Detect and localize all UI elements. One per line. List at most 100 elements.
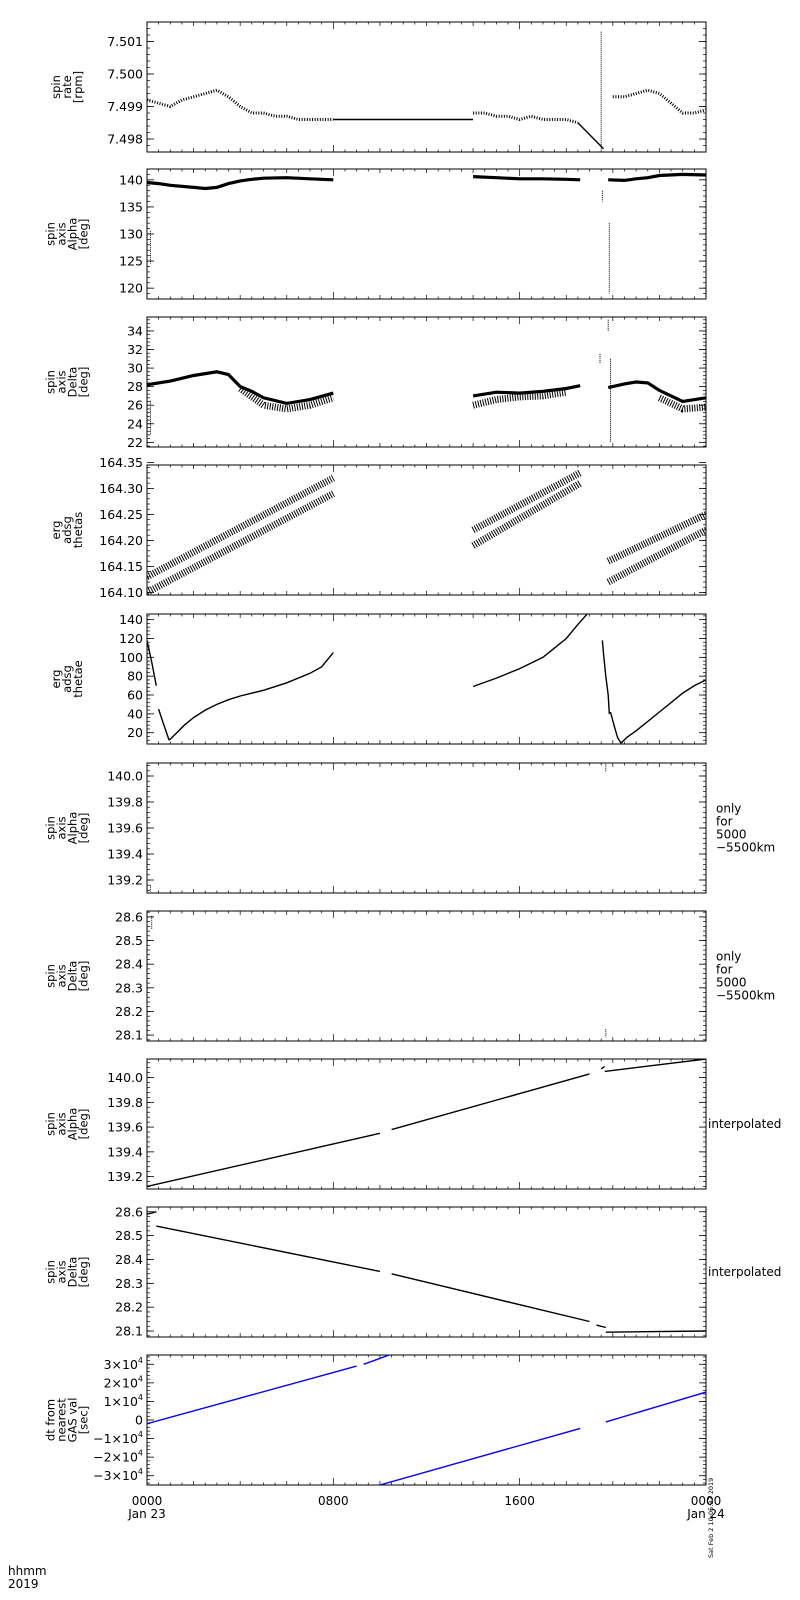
y-axis-label: spin	[49, 75, 63, 99]
y-axis-label: axis	[55, 1260, 69, 1283]
y-tick-label: 7.500	[107, 67, 143, 82]
y-axis-label: dt from	[44, 1399, 58, 1441]
y-tick-label: 135	[119, 199, 143, 214]
y-axis-label: erg	[49, 521, 63, 540]
data-band	[147, 490, 335, 595]
y-tick-label: 28.4	[115, 1252, 143, 1267]
y-tick-label: 164.30	[99, 481, 143, 496]
y-axis-label: Delta	[66, 1257, 80, 1288]
side-label: only	[716, 802, 741, 816]
side-label: for	[716, 815, 733, 829]
y-axis-label: [rpm]	[71, 71, 85, 103]
y-tick-label: 7.499	[107, 99, 143, 114]
data-line	[609, 711, 622, 744]
y-tick-label: 28.5	[115, 933, 143, 948]
y-tick-label: 22	[127, 435, 143, 450]
panel-10: −3×104 −2×104 −1×104 0 1×104 2×104 3×104 dt fro…	[44, 1354, 707, 1486]
y-tick-label: 3×104	[104, 1356, 143, 1372]
y-axis-label: [deg]	[77, 367, 91, 398]
data-series	[608, 172, 706, 183]
y-tick-label: 139.4	[107, 1144, 143, 1159]
data-line	[596, 1324, 606, 1329]
y-tick-label: 28.6	[115, 1204, 143, 1219]
y-tick-label: 28.5	[115, 1228, 143, 1243]
x-tick-date-label: Jan 23	[127, 1507, 166, 1521]
data-series	[473, 175, 581, 182]
y-tick-label: 28.1	[115, 1324, 143, 1339]
y-tick-label: 7.498	[107, 132, 143, 147]
y-tick-label: 80	[127, 669, 143, 684]
y-tick-label: 139.2	[107, 1169, 143, 1184]
y-tick-label: 140	[119, 172, 143, 187]
plot-area	[147, 1059, 706, 1188]
panel-7: 28.1 28.2 28.3 28.4 28.5 28.6 spinaxisDelta[de…	[44, 909, 776, 1042]
data-dots	[147, 88, 334, 121]
x-corner-label: hhmm	[8, 1564, 47, 1578]
data-line	[147, 1132, 381, 1188]
plot-area	[147, 469, 706, 595]
data-line	[472, 614, 588, 688]
data-line	[604, 1059, 706, 1073]
plot-frame	[146, 316, 707, 448]
panel-8: 139.2 139.4 139.6 139.8 140.0 spinaxisAlpha[d…	[44, 1058, 781, 1190]
y-tick-label: 28	[127, 379, 143, 394]
y-tick-label: 120	[119, 631, 143, 646]
y-tick-label: 28.4	[115, 957, 143, 972]
generation-stamp: Sat Feb 2 10:05:37 2019	[707, 1478, 715, 1558]
data-line	[600, 1065, 606, 1070]
side-label: only	[716, 950, 741, 964]
y-axis-label: rate	[60, 75, 74, 98]
x-tick-label: 1600	[504, 1494, 535, 1508]
data-line	[391, 1073, 590, 1131]
y-tick-label: −3×104	[93, 1467, 143, 1483]
y-axis-label: Delta	[66, 367, 80, 398]
y-axis-label: adsg	[60, 516, 74, 544]
panel-6: 139.2 139.4 139.6 139.8 140.0 spinaxisAlpha[d…	[44, 762, 775, 894]
data-series	[607, 380, 706, 404]
y-axis-label: axis	[55, 816, 69, 839]
panel-4: 164.10 164.15 164.20 164.25 164.30 164.35 erga…	[49, 455, 707, 600]
y-tick-label: 100	[119, 650, 143, 665]
y-tick-label: 2×104	[104, 1374, 143, 1390]
y-tick-label: 139.8	[107, 1095, 143, 1110]
plot-area	[150, 764, 607, 892]
y-axis-label: axis	[55, 370, 69, 393]
data-band	[471, 480, 582, 549]
x-tick-label: 0000	[132, 1494, 163, 1508]
data-band	[606, 511, 706, 565]
y-axis-label: spin	[44, 964, 58, 988]
plot-area	[147, 319, 706, 443]
y-tick-label: 60	[127, 688, 143, 703]
plot-area	[147, 614, 706, 744]
y-tick-label: 24	[127, 416, 143, 431]
panel-9: 28.1 28.2 28.3 28.4 28.5 28.6 spinaxisDelta[de…	[44, 1204, 782, 1338]
data-band	[147, 474, 335, 580]
plot-frame	[146, 910, 707, 1042]
side-label: interpolated	[708, 1265, 781, 1279]
y-tick-label: 1×104	[104, 1393, 143, 1409]
side-label: 5000	[716, 828, 747, 842]
y-axis-label: [deg]	[77, 813, 91, 844]
data-line	[391, 1273, 590, 1323]
data-dots	[612, 88, 706, 115]
y-axis-label: [deg]	[77, 961, 91, 992]
x-tick-label: 0800	[318, 1494, 349, 1508]
y-tick-label: 40	[127, 706, 143, 721]
y-tick-label: 125	[119, 254, 143, 269]
y-tick-label: 28.2	[115, 1004, 143, 1019]
y-tick-label: 140.0	[107, 1070, 143, 1085]
y-axis-label: nearest	[55, 1398, 69, 1442]
plot-area	[147, 1211, 706, 1333]
plot-frame	[146, 762, 707, 894]
data-band	[472, 388, 567, 409]
y-axis-label: [deg]	[77, 219, 91, 250]
plot-frame	[146, 1058, 707, 1190]
x-corner-label-year: 2019	[8, 1577, 39, 1591]
y-tick-label: 28.1	[115, 1028, 143, 1043]
plot-frame	[146, 1354, 707, 1486]
